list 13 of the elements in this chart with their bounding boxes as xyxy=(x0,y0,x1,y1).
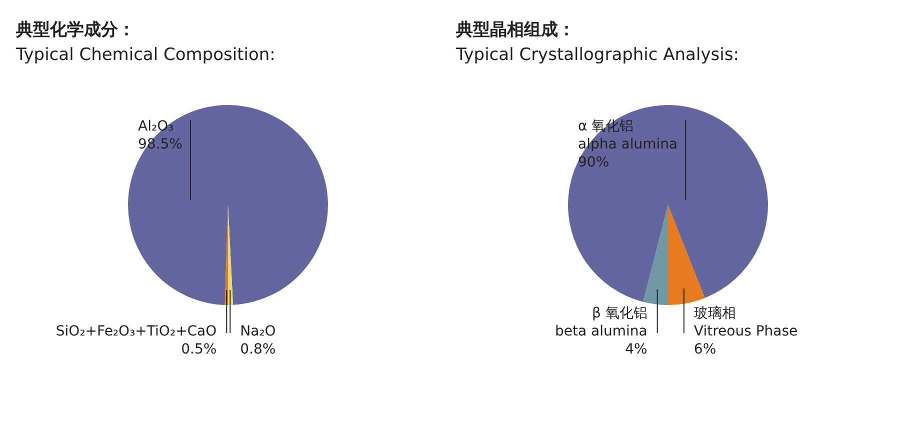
data-label: 90% xyxy=(578,154,610,171)
chart-title: 典型化学成分： xyxy=(16,19,136,41)
slice-label: Na₂O xyxy=(240,324,276,340)
chart-subtitle: Typical Chemical Composition: xyxy=(16,45,276,65)
data-label: 6% xyxy=(694,342,716,358)
chart-subtitle: Typical Crystallographic Analysis: xyxy=(456,45,740,65)
data-label: 4% xyxy=(625,342,648,358)
data-label: 0.5% xyxy=(181,342,217,358)
slice-label: β 氧化铝 beta alumina xyxy=(555,306,648,340)
data-label: 0.8% xyxy=(240,342,276,358)
slice-label: 玻璃相 Vitreous Phase xyxy=(694,306,798,340)
slice-label: SiO₂+Fe₂O₃+TiO₂+CaO xyxy=(56,324,217,340)
chart-title: 典型晶相组成： xyxy=(456,19,576,41)
